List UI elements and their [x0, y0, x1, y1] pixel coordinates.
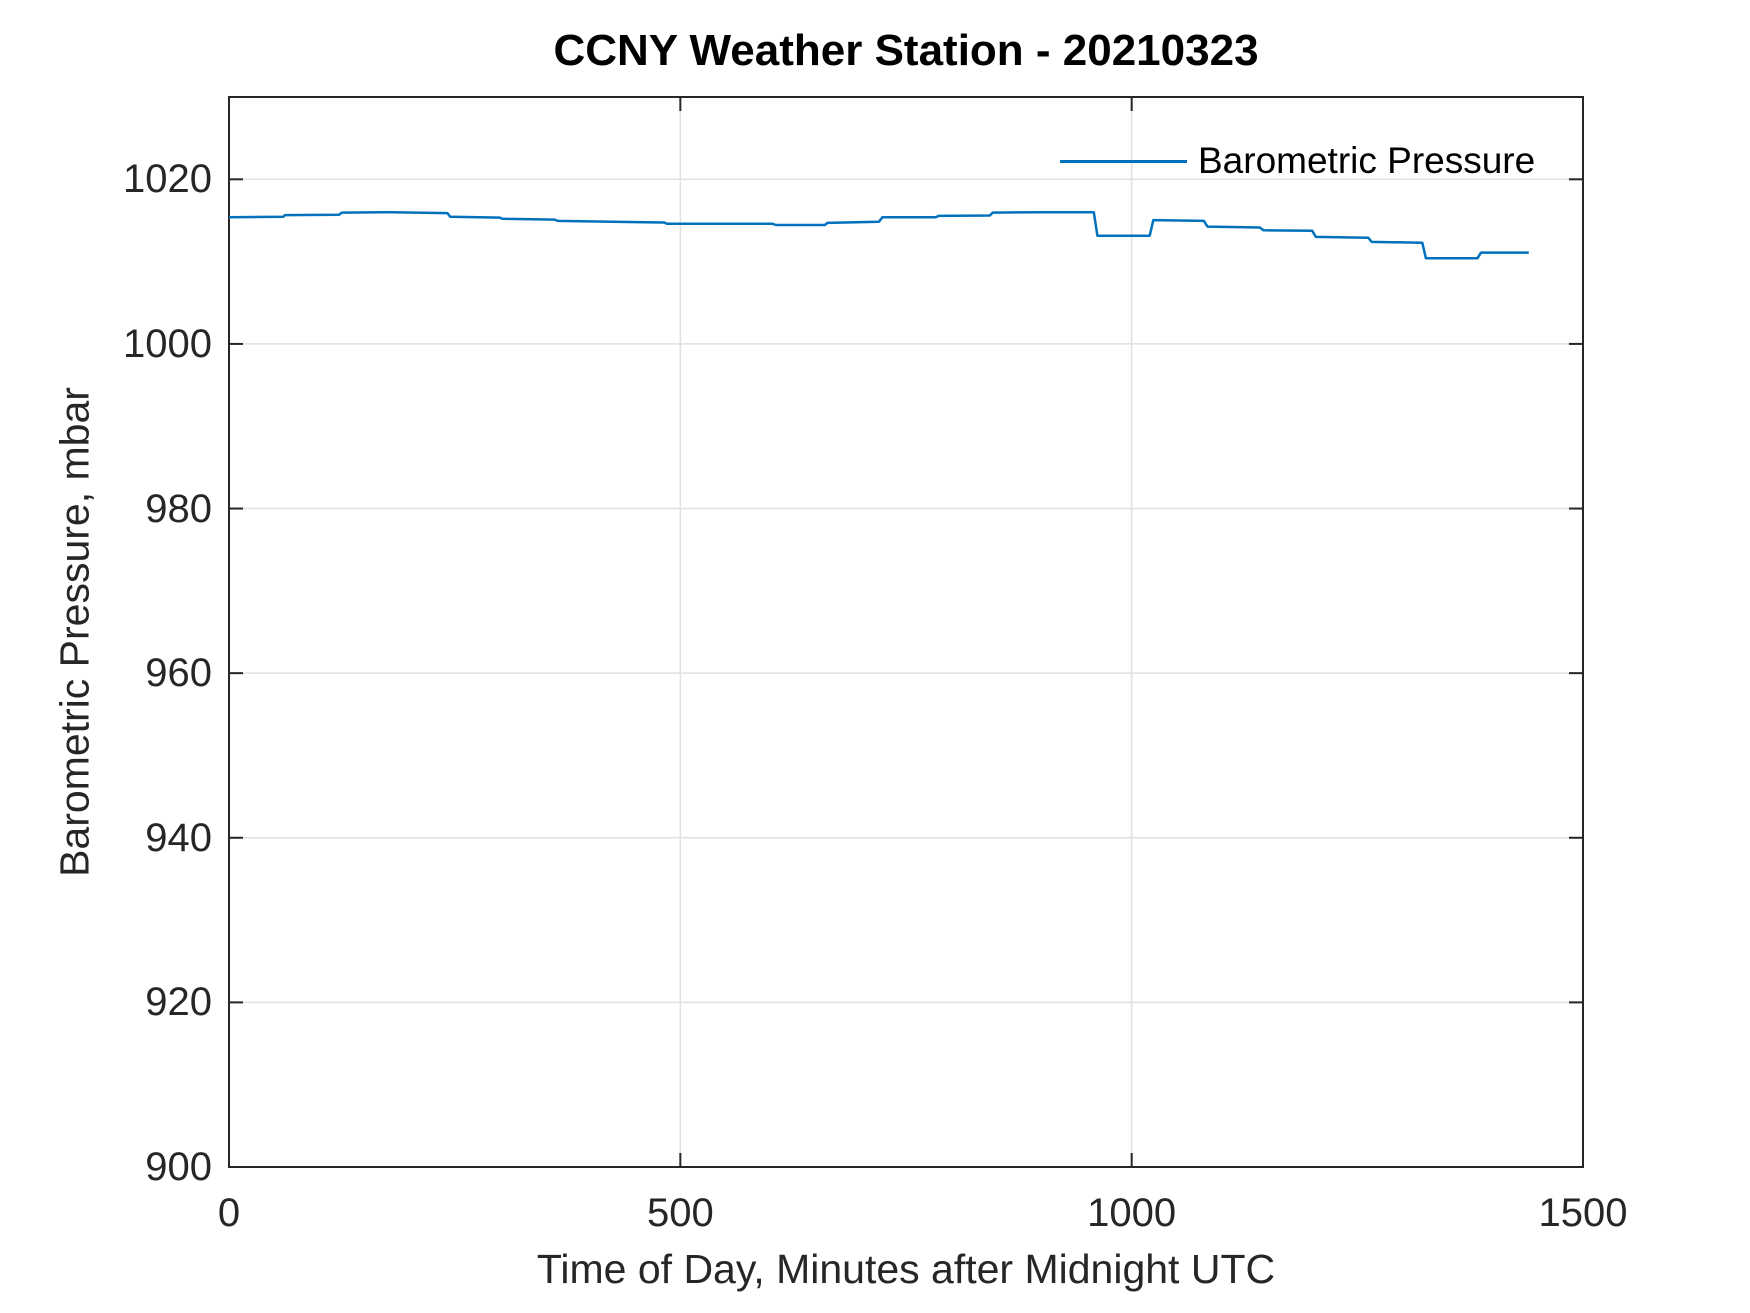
- y-tick-label: 900: [145, 1145, 212, 1189]
- y-axis-label: Barometric Pressure, mbar: [51, 387, 98, 877]
- legend-line-swatch-icon: [1060, 140, 1187, 182]
- y-tick-label: 1000: [123, 321, 212, 366]
- x-tick-label: 1500: [1538, 1191, 1628, 1235]
- x-tick-label: 1000: [1087, 1191, 1177, 1235]
- y-tick-label: 940: [145, 815, 212, 860]
- axes-box: [228, 96, 1584, 1168]
- x-tick-label: 0: [217, 1191, 241, 1235]
- y-tick-label: 1020: [123, 157, 212, 202]
- x-axis-label: Time of Day, Minutes after Midnight UTC: [536, 1246, 1276, 1292]
- pressure-line: [228, 210, 1529, 260]
- y-tick-label: 960: [145, 651, 212, 696]
- legend: Barometric Pressure: [1060, 140, 1535, 182]
- x-tick-label: 500: [646, 1191, 714, 1235]
- legend-label: Barometric Pressure: [1198, 140, 1536, 181]
- chart-title: CCNY Weather Station - 20210323: [553, 26, 1259, 75]
- y-tick-label: 920: [145, 980, 212, 1025]
- y-tick-label: 980: [145, 486, 212, 531]
